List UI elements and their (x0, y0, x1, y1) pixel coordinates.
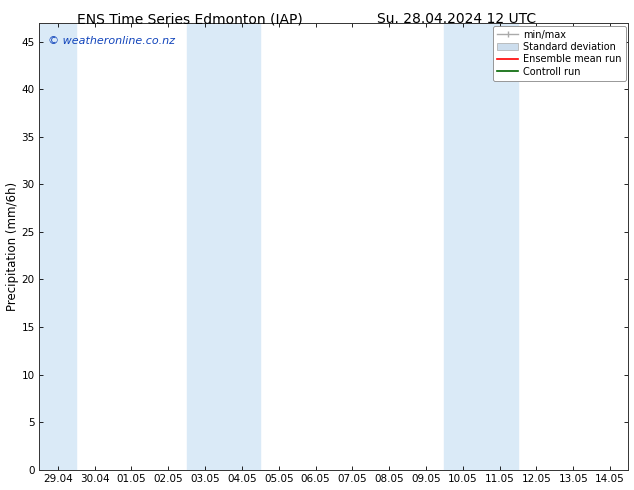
Y-axis label: Precipitation (mm/6h): Precipitation (mm/6h) (6, 182, 18, 311)
Text: ENS Time Series Edmonton (IAP): ENS Time Series Edmonton (IAP) (77, 12, 303, 26)
Text: © weatheronline.co.nz: © weatheronline.co.nz (48, 36, 175, 46)
Bar (39, 23, 76, 469)
Bar (444, 23, 518, 469)
Legend: min/max, Standard deviation, Ensemble mean run, Controll run: min/max, Standard deviation, Ensemble me… (493, 25, 626, 81)
Bar (186, 23, 261, 469)
Text: Su. 28.04.2024 12 UTC: Su. 28.04.2024 12 UTC (377, 12, 536, 26)
